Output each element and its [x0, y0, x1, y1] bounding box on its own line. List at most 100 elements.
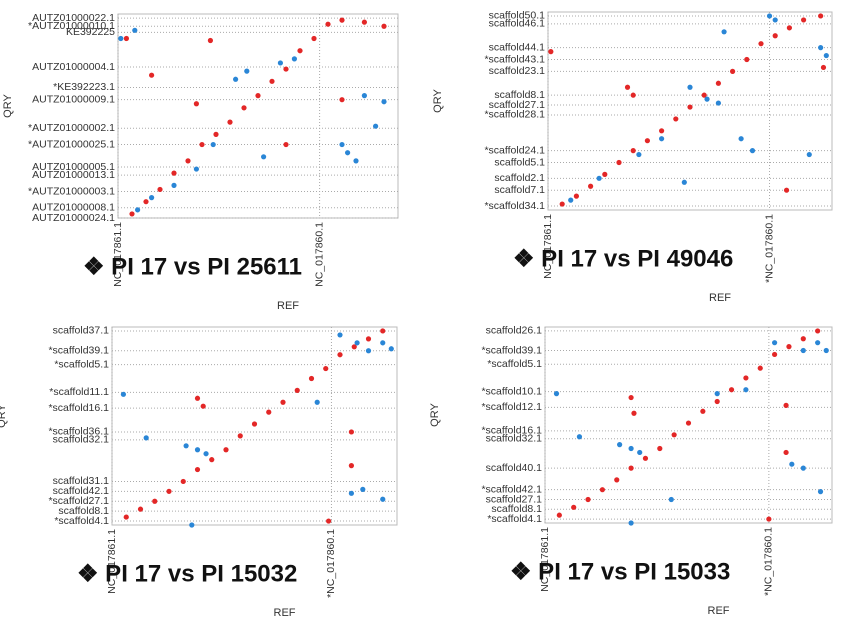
dot [637, 449, 643, 456]
dot [624, 84, 631, 90]
chart-title: ❖ PI 17 vs PI 15033 [510, 558, 730, 585]
dot [628, 394, 634, 401]
y-tick-label: *scaffold42.1 [481, 483, 542, 495]
dot [800, 347, 806, 354]
dot [573, 193, 580, 199]
dot [294, 387, 300, 393]
dot [571, 504, 577, 510]
dot [118, 35, 124, 42]
dot [602, 171, 608, 177]
y-tick-label: *scaffold4.1 [487, 513, 542, 525]
dot [628, 520, 634, 526]
dot [339, 141, 345, 148]
dot [266, 409, 272, 415]
y-tick-label: *scaffold4.1 [54, 515, 109, 527]
x-axis-label: REF [277, 300, 299, 312]
dot [351, 344, 357, 350]
dot [642, 455, 649, 461]
dot [277, 60, 283, 66]
dot [388, 346, 394, 352]
dot [185, 158, 191, 164]
dot [171, 170, 177, 176]
dot [123, 514, 129, 520]
dot [373, 123, 379, 129]
dot [681, 179, 687, 185]
dot [630, 148, 636, 154]
y-tick-label: KE392225 [66, 26, 115, 38]
dot [772, 351, 778, 358]
dot [152, 498, 158, 504]
dot [553, 391, 560, 397]
y-tick-label: *scaffold34.1 [484, 200, 545, 212]
dot [616, 159, 622, 166]
dot [323, 365, 329, 372]
dot [636, 151, 642, 158]
dot [143, 435, 149, 441]
dot [213, 131, 219, 137]
y-tick-label: *scaffold24.1 [484, 144, 545, 156]
y-tick-label: *scaffold5.1 [487, 358, 542, 370]
dot [685, 420, 692, 426]
dot [354, 340, 360, 346]
y-tick-label: scaffold46.1 [489, 18, 546, 30]
dot [353, 158, 359, 164]
y-tick-label: AUTZ01000008.1 [32, 202, 115, 214]
dot [614, 477, 620, 483]
dot [783, 187, 790, 193]
dot [210, 141, 216, 148]
y-tick-label: *KE392223.1 [53, 81, 115, 93]
y-tick-label: AUTZ01000022.1 [32, 12, 115, 24]
dot [348, 463, 354, 469]
dot [766, 13, 773, 19]
y-tick-label: scaffold7.1 [494, 184, 545, 196]
dot [714, 391, 720, 397]
y-tick-label: scaffold44.1 [489, 41, 546, 53]
y-tick-label: scaffold27.1 [486, 493, 543, 505]
dot [786, 344, 792, 350]
dot [599, 487, 606, 493]
y-tick-label: scaffold23.1 [489, 65, 546, 77]
dot [556, 512, 562, 518]
dot [123, 35, 129, 42]
dot [714, 398, 720, 405]
dot [261, 154, 267, 160]
dot [183, 443, 189, 449]
x-tick-label: NC_017861.1 [112, 222, 124, 287]
dot [251, 421, 258, 427]
dot [193, 101, 199, 107]
x-tick-label: NC_017861.1 [539, 527, 551, 592]
x-tick-label: NC_017860.1 [313, 222, 325, 287]
y-tick-label: *scaffold10.1 [481, 385, 542, 397]
dot [730, 68, 736, 74]
y-tick-label: AUTZ01000013.1 [32, 169, 115, 181]
dot [193, 166, 199, 172]
dot [149, 72, 155, 78]
dot [241, 105, 247, 111]
dot [800, 336, 806, 342]
dot [339, 97, 345, 103]
dot [815, 340, 821, 346]
y-tick-label: scaffold40.1 [486, 462, 543, 474]
dot [189, 522, 195, 528]
dot [701, 92, 707, 98]
dot [644, 138, 651, 144]
dot [381, 23, 387, 29]
dot [171, 182, 177, 188]
dot [596, 175, 602, 181]
y-tick-label: *scaffold16.1 [48, 402, 109, 414]
y-tick-label: *AUTZ01000002.1 [28, 122, 115, 134]
dot [818, 45, 824, 51]
dot [657, 445, 663, 452]
y-tick-label: AUTZ01000024.1 [32, 212, 115, 224]
y-axis-label: QRY [0, 404, 8, 428]
dot [687, 84, 693, 90]
dot [820, 64, 827, 71]
dot [199, 141, 205, 148]
dot [721, 29, 727, 35]
dot [365, 348, 372, 354]
dot [380, 340, 386, 346]
dot [823, 52, 829, 59]
dot [783, 402, 789, 408]
dot [194, 395, 201, 401]
dot [815, 328, 821, 334]
